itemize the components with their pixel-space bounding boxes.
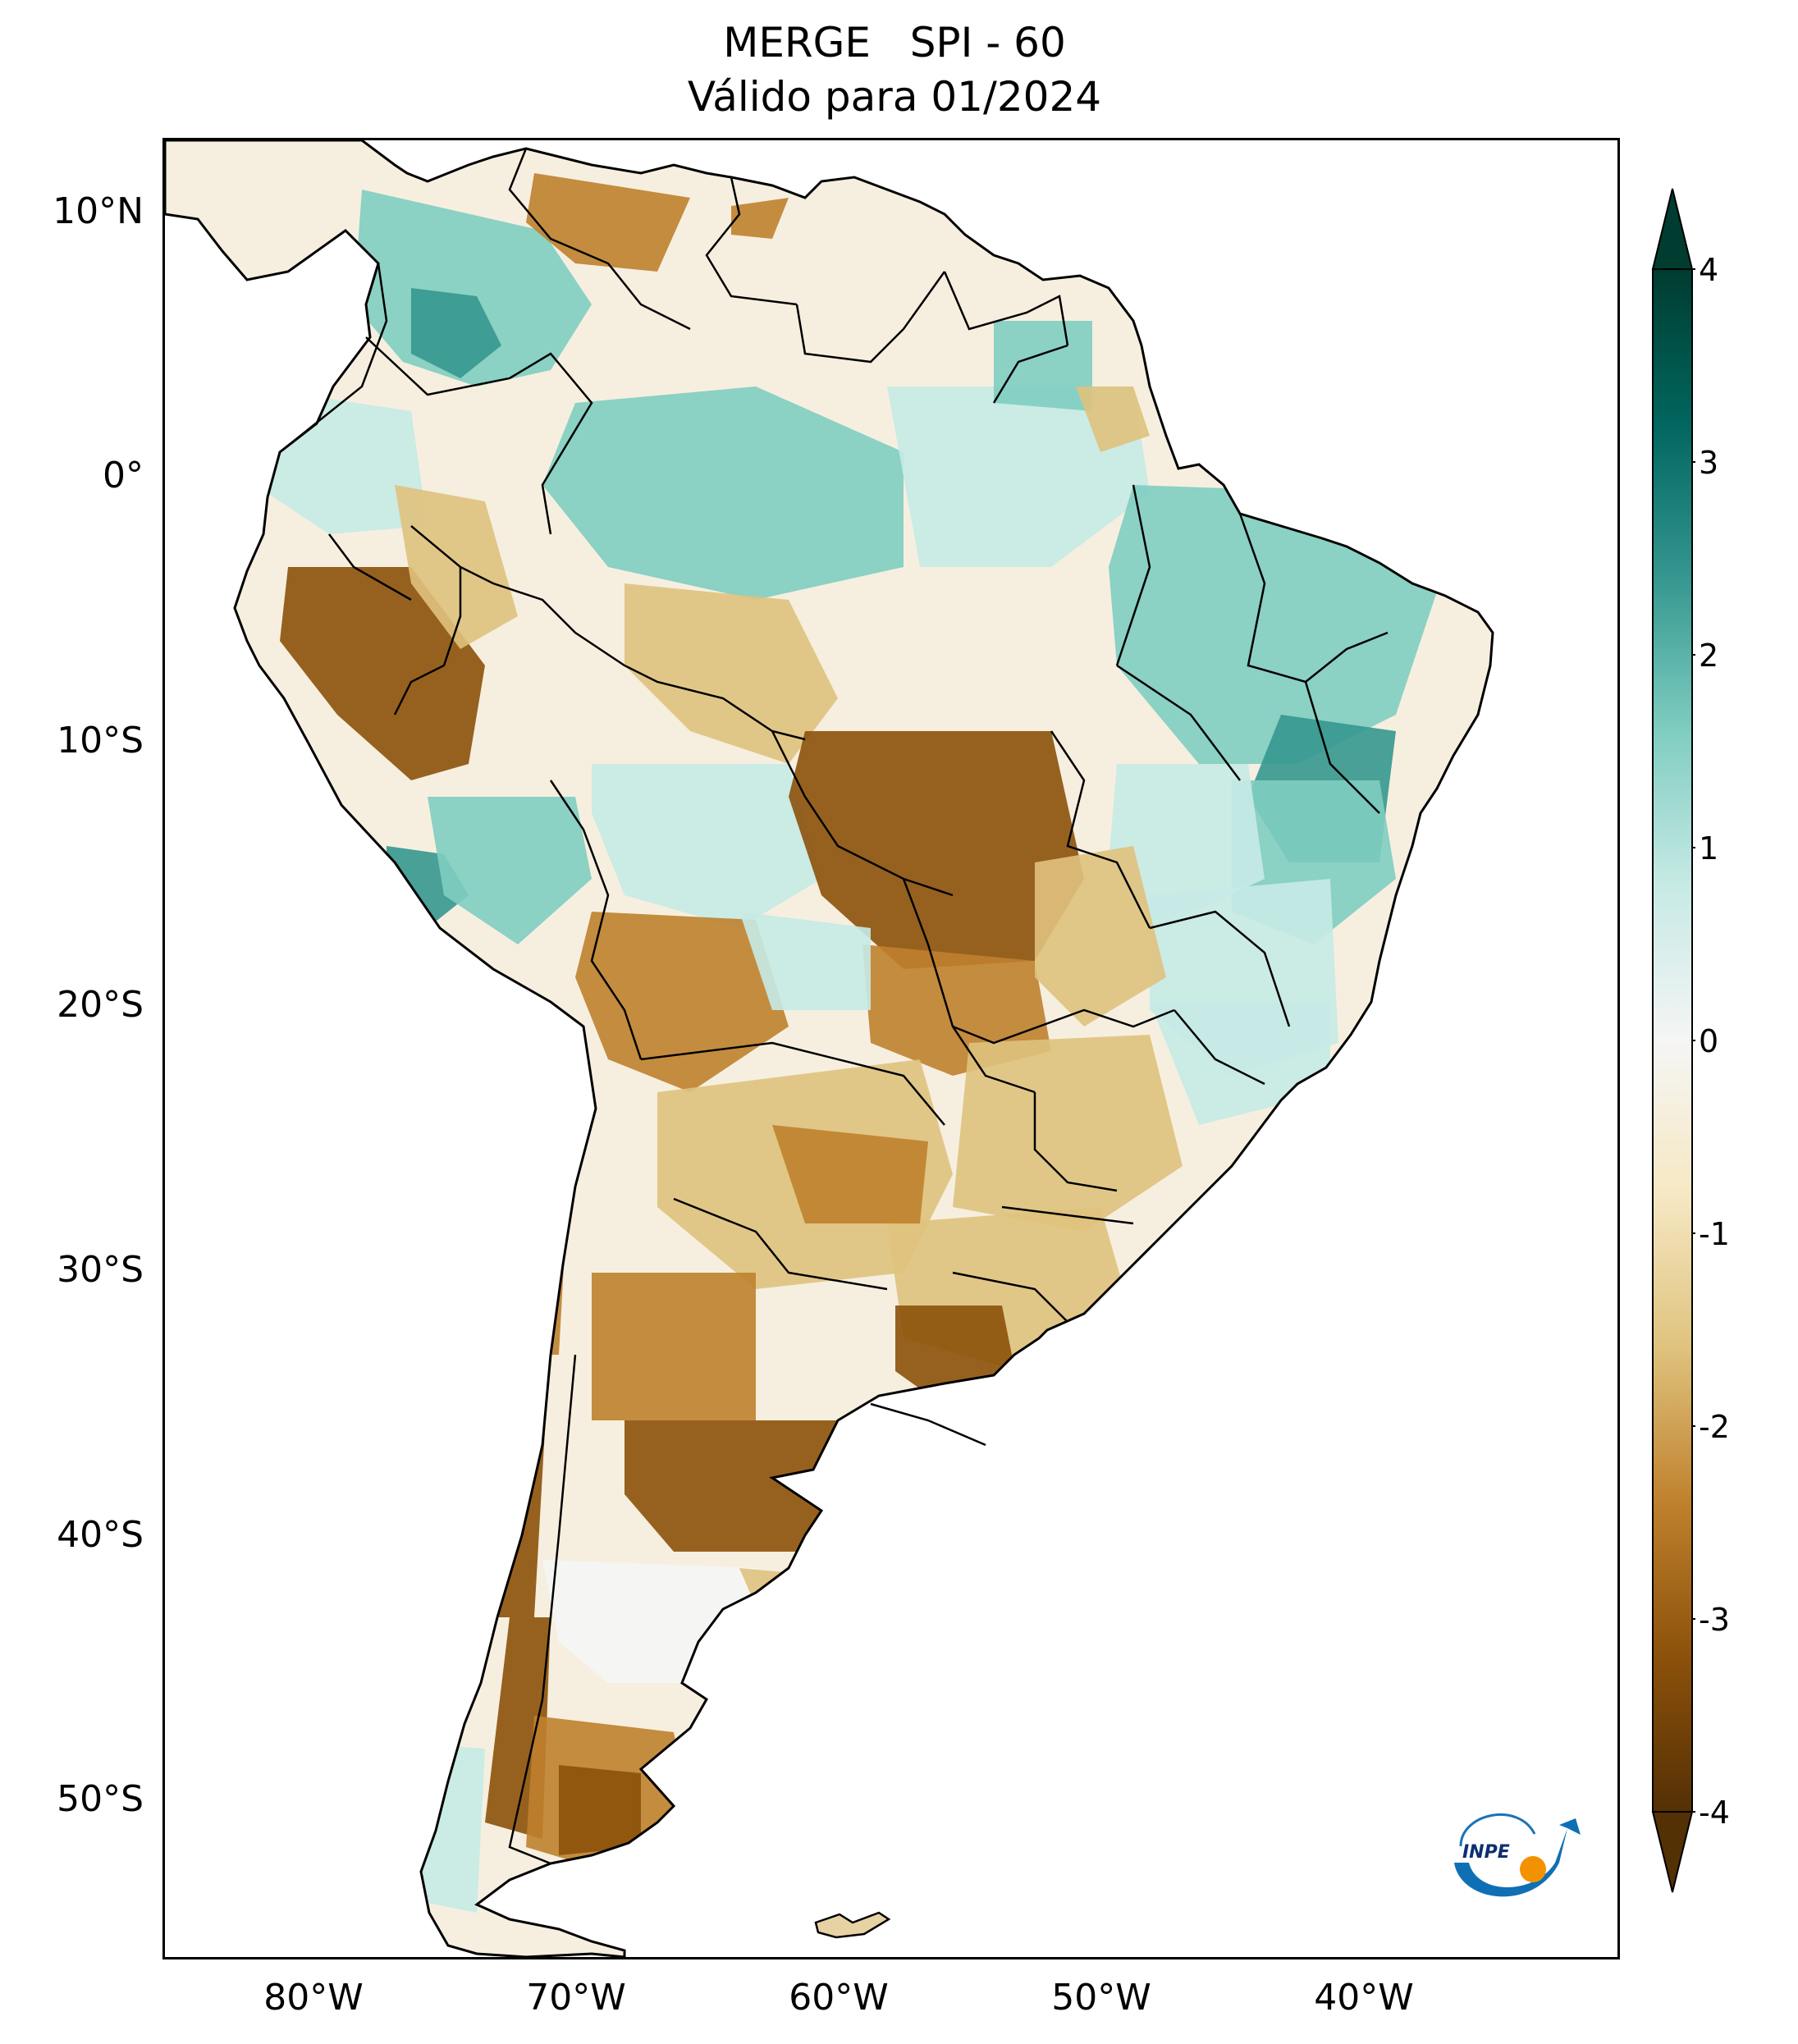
border-line: [705, 176, 798, 306]
colorbar-tick-3: 3: [1699, 445, 1719, 481]
inpe-logo: INPE: [1454, 1813, 1581, 1897]
border-line: [549, 780, 643, 1060]
lat-label-40s: 40°S: [57, 1514, 144, 1556]
colorbar-top-extension: [1651, 188, 1694, 270]
border-line: [795, 271, 946, 364]
colorbar-tick-neg3: -3: [1699, 1602, 1730, 1638]
spi-region-dry-strong: [559, 1765, 641, 1855]
border-line: [1050, 730, 1151, 929]
border-line: [952, 1008, 1175, 1045]
spi-region-dry-mild: [608, 1896, 674, 1946]
border-line: [1149, 910, 1291, 1027]
border-line: [1033, 1092, 1118, 1192]
border-line: [992, 344, 1068, 404]
lat-label-10s: 10°S: [57, 720, 144, 761]
border-line: [1174, 1009, 1265, 1086]
colorbar: [1651, 188, 1695, 1893]
border-line: [673, 1197, 888, 1291]
border-line: [943, 271, 1069, 346]
spi-region-dry-moderate: [592, 1273, 756, 1420]
map-panel: [162, 138, 1620, 1959]
spi-region-dry-mild: [1076, 386, 1150, 452]
border-line: [1001, 1205, 1134, 1225]
lat-label-10n: 10°N: [53, 190, 144, 232]
border-line: [640, 1041, 945, 1126]
lon-label-80w: 80°W: [263, 1977, 364, 2019]
border-line: [1116, 664, 1241, 781]
map-subtitle: Válido para 01/2024: [687, 73, 1102, 121]
border-line: [870, 1402, 986, 1447]
colorbar-tick-4: 4: [1699, 252, 1719, 288]
spi-region-dry-moderate: [526, 173, 690, 272]
border-line: [279, 263, 388, 453]
border-line: [393, 567, 462, 716]
border-line: [1304, 681, 1380, 814]
colorbar-tick-2: 2: [1699, 638, 1719, 674]
spi-region-dry-strong: [624, 1420, 904, 1552]
political-borders: [279, 148, 1389, 1865]
colorbar-bar: [1652, 268, 1693, 1813]
spi-region-dry-strong: [789, 731, 1084, 969]
spi-region-wet-light: [739, 912, 871, 1010]
colorbar-bottom-extension: [1651, 1811, 1694, 1893]
border-line: [508, 148, 691, 331]
inpe-logo-text: INPE: [1462, 1842, 1510, 1863]
lon-label-60w: 60°W: [789, 1977, 889, 2019]
spi-region-wet-mild: [542, 386, 904, 600]
lat-label-0: 0°: [103, 455, 144, 496]
spi-map: [165, 140, 1494, 1957]
spi-region-dry-strong: [895, 1306, 1018, 1412]
spi-region-wet-light: [592, 764, 821, 928]
colorbar-tick-neg2: -2: [1699, 1409, 1730, 1445]
spi-region-dry-strong: [280, 567, 485, 780]
lat-label-30s: 30°S: [57, 1249, 144, 1291]
spi-region-dry-mild: [1035, 846, 1166, 1027]
spi-region-wet-mild: [428, 797, 592, 944]
colorbar-tick-0: 0: [1699, 1023, 1719, 1059]
border-line: [410, 525, 625, 667]
border-line: [952, 1271, 1068, 1323]
lat-label-50s: 50°S: [57, 1778, 144, 1820]
lon-label-70w: 70°W: [526, 1977, 626, 2019]
colorbar-tick-neg1: -1: [1699, 1216, 1730, 1252]
lon-label-50w: 50°W: [1051, 1977, 1151, 2019]
border-line: [624, 664, 806, 741]
border-line: [365, 336, 593, 535]
lon-label-40w: 40°W: [1314, 1977, 1414, 2019]
spi-region-dry-moderate: [731, 198, 789, 239]
colorbar-tick-neg4: -4: [1699, 1795, 1730, 1831]
spi-region-dry-moderate: [772, 1125, 928, 1223]
spi-region-wet-light: [1109, 764, 1265, 928]
lat-label-20s: 20°S: [57, 984, 144, 1026]
spi-region-wet-light: [1150, 1002, 1330, 1125]
border-line: [328, 533, 412, 601]
border-line: [1115, 484, 1151, 666]
coastline: [165, 140, 1494, 1957]
colorbar-tick-1: 1: [1699, 830, 1719, 867]
spi-region-wet-mild: [994, 321, 1092, 411]
spi-region-wet-light: [887, 386, 1150, 567]
spi-region-wet-moderate: [411, 288, 501, 378]
border-line: [508, 1354, 577, 1865]
border-line: [771, 730, 954, 897]
falkland-islands: [814, 1911, 891, 1939]
map-title: MERGE SPI - 60: [723, 19, 1066, 66]
border-line: [1238, 513, 1389, 684]
spi-region-dry-mild: [395, 485, 518, 649]
spi-region-wet-light: [370, 1740, 485, 1913]
spi-region-dry-mild: [624, 583, 838, 764]
